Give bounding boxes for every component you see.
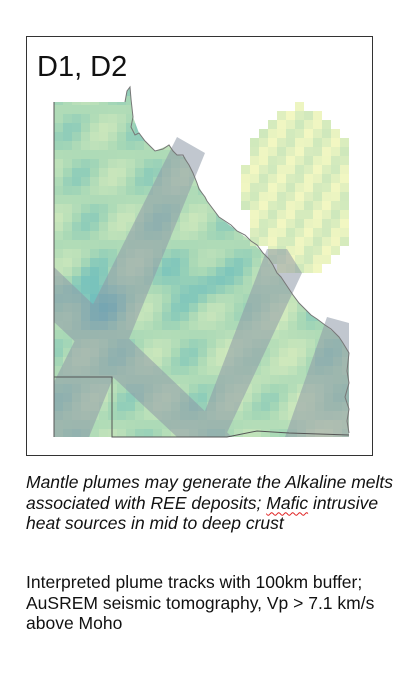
coastline xyxy=(124,85,350,434)
plume-track-3 xyxy=(195,249,302,437)
map-description: Interpreted plume tracks with 100km buff… xyxy=(26,572,375,633)
plume-tracks xyxy=(54,137,349,437)
plume-track-2 xyxy=(54,267,232,437)
caption-squiggle-word: Mafic xyxy=(266,492,309,513)
border-sa-nsw xyxy=(54,376,350,438)
tomography-island-layer xyxy=(241,102,349,273)
state-boundaries xyxy=(53,102,350,438)
panel-label: D1, D2 xyxy=(37,51,128,83)
plume-track-4 xyxy=(285,317,349,437)
map-caption: Mantle plumes may generate the Alkaline … xyxy=(26,472,396,534)
caption-text-1: Mantle plumes may generate the Alkaline … xyxy=(26,472,394,513)
map-canvas xyxy=(53,85,350,438)
caption-text-2: intrusive heat sources in mid to deep cr… xyxy=(26,492,379,534)
map-frame: D1, D2 xyxy=(26,36,373,456)
plume-track-1 xyxy=(54,137,205,437)
